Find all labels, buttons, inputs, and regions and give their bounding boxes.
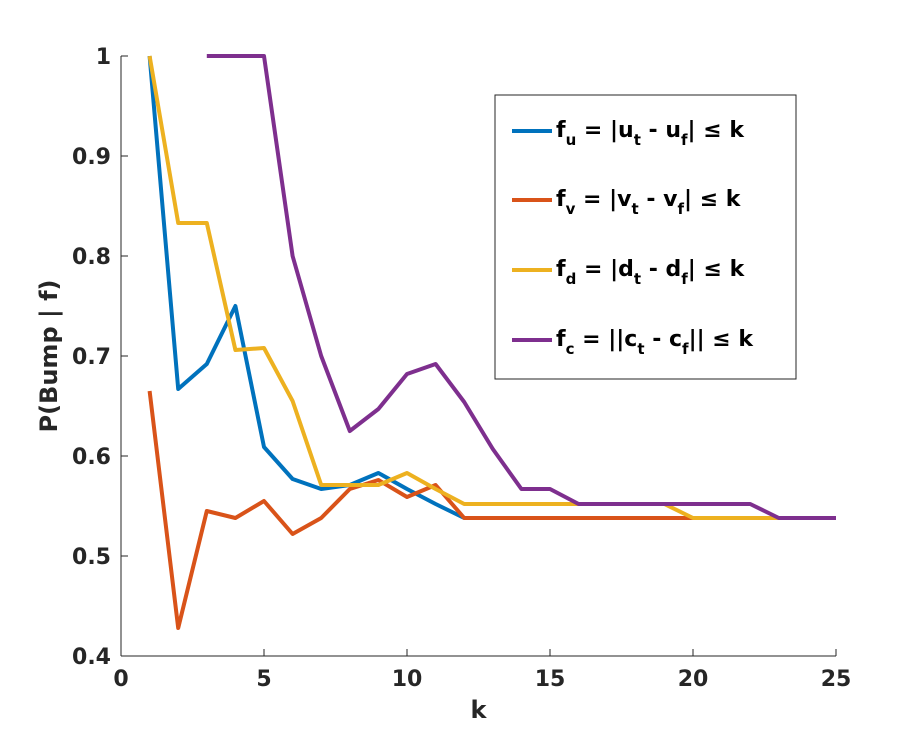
legend-text-part: - c	[645, 327, 683, 352]
y-axis-label: P(Bump | f)	[35, 279, 63, 432]
legend-subscript: c	[566, 340, 575, 358]
y-tick-label: 0.9	[72, 145, 111, 170]
legend-text-part: = |u	[576, 118, 633, 143]
legend-text-part: | ≤ k	[688, 118, 746, 143]
y-tick-label: 0.8	[72, 245, 111, 270]
legend-entry-fv: fv = |vt - vf| ≤ k	[556, 187, 742, 218]
x-tick-label: 25	[821, 667, 852, 692]
legend-entry-fu: fu = |ut - uf| ≤ k	[556, 118, 745, 149]
legend-entry-fd: fd = |dt - df| ≤ k	[556, 257, 746, 288]
y-tick-label: 0.7	[72, 345, 111, 370]
legend-symbol: f	[556, 118, 566, 143]
y-tick-label: 0.5	[72, 545, 111, 570]
legend-symbol: f	[556, 327, 566, 352]
legend-text-part: || ≤ k	[689, 327, 755, 352]
legend-subscript: f	[682, 340, 689, 358]
x-tick-label: 10	[392, 667, 423, 692]
x-tick-label: 15	[535, 667, 566, 692]
legend-subscript: t	[634, 131, 641, 149]
x-tick-label: 0	[113, 667, 128, 692]
legend-text-part: = |v	[575, 187, 632, 212]
legend-subscript: t	[632, 200, 639, 218]
legend-symbol: f	[556, 187, 566, 212]
legend-symbol: f	[556, 257, 566, 282]
x-axis-label: k	[471, 696, 488, 724]
y-tick-label: 1	[96, 45, 111, 70]
legend: fu = |ut - uf| ≤ kfv = |vt - vf| ≤ kfd =…	[494, 94, 797, 380]
legend-text-part: - v	[639, 187, 678, 212]
legend-subscript: t	[634, 270, 641, 288]
axes: 0 5 10 15 20 25 0.4 0.5 0.6 0.7 0.8 0.9 1 k P(Bump | f…	[35, 45, 851, 724]
x-tick-label: 5	[256, 667, 271, 692]
legend-text-part: = |d	[576, 257, 634, 282]
legend-entry-fc: fc = ||ct - cf|| ≤ k	[556, 327, 754, 358]
legend-text-part: - u	[641, 118, 681, 143]
series-line-fd	[147, 55, 836, 520]
y-tick-label: 0.4	[72, 645, 111, 670]
legend-subscript: f	[677, 200, 684, 218]
legend-subscript: u	[566, 131, 577, 149]
series-line-fv	[147, 390, 836, 630]
legend-subscript: v	[566, 200, 576, 218]
series-line-fc	[206, 54, 836, 520]
legend-subscript: t	[637, 340, 644, 358]
legend-subscript: f	[681, 131, 688, 149]
y-tick-label: 0.6	[72, 445, 111, 470]
legend-box	[494, 94, 797, 380]
legend-text-part: | ≤ k	[688, 257, 746, 282]
legend-text-part: = ||c	[574, 327, 637, 352]
legend-text-part: - d	[641, 257, 681, 282]
legend-text-part: | ≤ k	[684, 187, 742, 212]
x-tick-label: 20	[678, 667, 709, 692]
series-lines	[147, 54, 836, 630]
legend-subscript: d	[566, 270, 577, 288]
legend-subscript: f	[681, 270, 688, 288]
